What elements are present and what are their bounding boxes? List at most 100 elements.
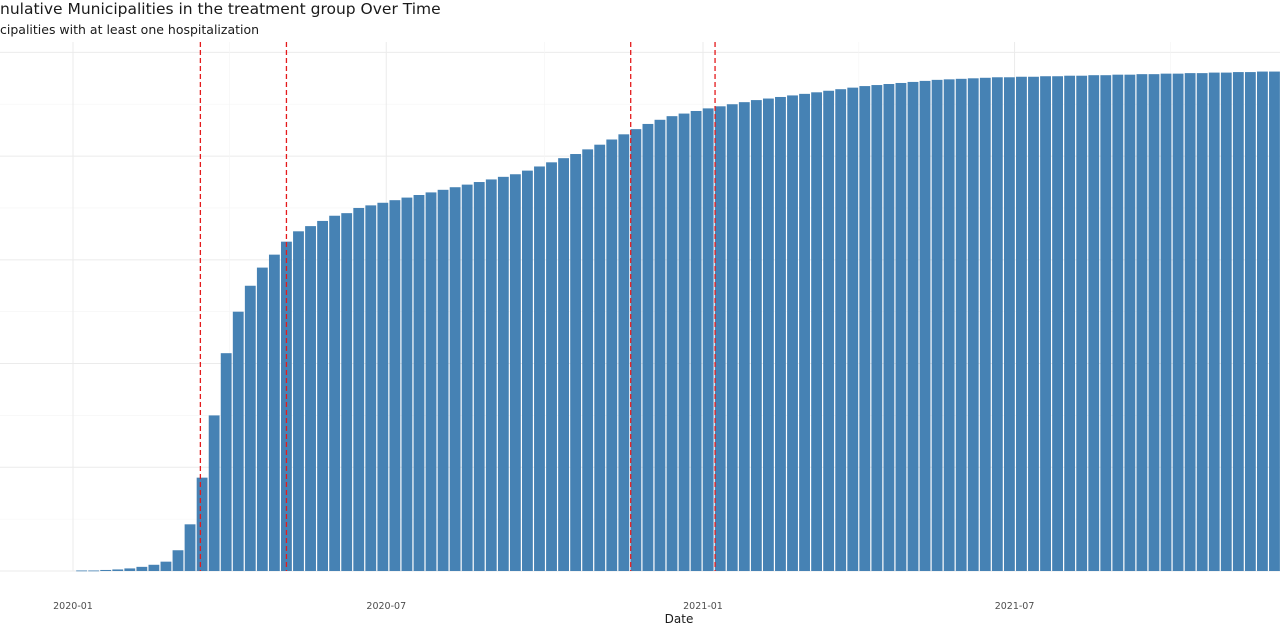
bar [1160,73,1172,571]
bar [678,113,690,571]
bar [534,166,545,571]
bar [666,116,678,571]
bar [365,205,377,571]
bar [847,87,859,571]
bar [1172,73,1184,571]
bar [76,570,88,572]
bar [1064,75,1076,572]
bar [329,215,341,572]
bar [895,82,907,571]
x-tick-label: 2020-01 [53,601,93,612]
bar [172,550,184,571]
x-axis-ticks: 2020-01 2020-07 2021-01 2021-07 [53,601,1034,612]
bar [425,192,437,571]
bar [353,207,365,571]
bar [823,90,835,571]
bar [1232,72,1244,571]
bar [630,129,642,571]
bar [497,176,509,571]
bar [100,569,112,571]
bar [1040,76,1051,571]
bar [1100,75,1112,571]
bar [955,78,967,571]
bar [124,568,136,571]
bar [570,154,582,571]
bar [1244,72,1256,571]
bar [196,477,208,571]
bar [690,110,702,571]
bar [991,77,1003,572]
bar [799,93,810,572]
bar [377,202,389,571]
bar [871,85,883,572]
bar [401,197,413,571]
bar [1208,72,1220,571]
bar [1184,73,1196,572]
bar [1016,76,1027,571]
bar [1003,77,1015,572]
bar-series [76,71,1280,572]
bar [1076,75,1088,572]
bar [256,267,268,571]
bar [1136,74,1148,572]
bar [305,226,316,572]
bar [859,86,871,571]
bar [389,200,401,571]
bar [787,95,798,572]
bar [738,102,750,571]
bar [244,285,256,571]
bar [184,524,196,571]
bar [618,134,630,571]
bar [967,78,979,572]
x-axis-label: Date [665,612,694,626]
bar [208,415,220,571]
bar [714,106,726,571]
bar [268,254,280,571]
bar [546,162,557,571]
bar [485,179,497,571]
chart-subtitle: cipalities with at least one hospitaliza… [0,22,260,37]
bar [1028,76,1039,571]
bar [1148,74,1160,572]
bar [762,98,774,571]
bar [582,149,594,572]
x-tick-label: 2021-07 [995,601,1035,612]
bar [1269,71,1280,571]
bar [449,187,461,571]
bar [293,231,304,572]
bar [473,182,485,571]
bar [413,195,425,571]
bar [750,100,762,571]
bar [136,566,148,571]
bar [1257,71,1268,571]
bar [160,561,172,571]
bar [919,80,931,572]
bar [1088,75,1100,571]
bar [775,96,786,571]
bar [702,108,714,571]
bar [642,123,654,571]
bar [811,92,823,571]
bar [1112,74,1124,572]
bar [726,104,738,572]
bar [341,213,353,571]
bar [979,77,991,571]
bar [522,170,533,571]
bar [220,353,232,571]
bar [943,79,955,571]
bar [558,158,569,572]
bar [1052,76,1064,571]
bar [1124,74,1136,572]
bar [509,174,521,571]
bar [317,220,329,571]
bar [437,189,449,571]
x-tick-label: 2021-01 [683,601,723,612]
bar [88,570,100,572]
bar [883,84,895,571]
bar [835,89,847,571]
chart-title: nulative Municipalities in the treatment… [0,0,441,18]
bar [1196,73,1208,572]
reference-lines [199,42,716,571]
bar [461,184,473,571]
bar [148,564,160,571]
